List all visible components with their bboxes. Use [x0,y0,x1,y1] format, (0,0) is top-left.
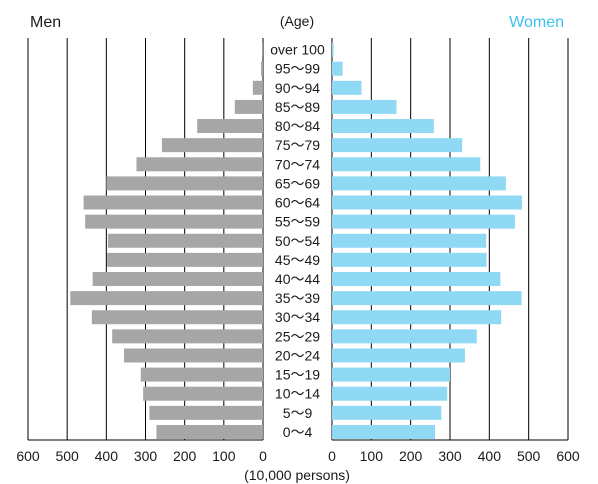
men-bar [261,61,263,76]
women-bar [332,80,362,95]
women-bar [332,386,448,401]
women-bar [332,214,515,229]
age-group-label: 5～9 [283,405,313,421]
age-group-label: 30～34 [275,309,320,325]
men-bar [140,367,263,382]
women-bar [332,157,481,172]
men-tick-label: 400 [95,448,119,464]
women-bar [332,405,442,420]
women-bar [332,176,506,191]
women-bar [332,291,522,306]
men-tick-label: 300 [134,448,158,464]
age-group-label: 35～39 [275,290,320,306]
age-labels: 0～4 5～9 10～14 15～19 20～24 25～29 30～34 35～39 40～4… [270,42,325,440]
men-bar [85,214,263,229]
women-bar [332,42,334,57]
women-legend-label: Women [509,14,564,31]
age-group-label: 90～94 [275,80,320,96]
age-group-label: 10～14 [275,386,320,402]
men-tick-label: 0 [259,448,267,464]
men-tick-label: 600 [16,448,40,464]
age-group-label: 45～49 [275,252,320,268]
women-bar [332,424,436,439]
women-tick-label: 500 [517,448,541,464]
age-group-label: 55～59 [275,214,320,230]
men-bar [161,138,263,153]
women-tick-label: 0 [328,448,336,464]
women-tick-label: 600 [556,448,580,464]
age-group-label: 15～19 [275,367,320,383]
men-bar [107,252,263,267]
tick-labels: 0 0 100 100 200 200 300 300 400 400 500 500 600 600 [16,448,580,464]
bars [70,42,522,439]
women-bar [332,138,463,153]
men-bar [112,329,263,344]
age-group-label: 80～84 [275,118,320,134]
men-bar [156,424,263,439]
men-bar [234,99,263,114]
women-bar [332,119,434,134]
age-group-label: 95～99 [275,61,320,77]
men-legend-label: Men [30,14,61,31]
women-tick-label: 400 [478,448,502,464]
age-group-label: 20～24 [275,347,320,363]
women-bar [332,348,465,363]
women-bar [332,233,487,248]
men-bar [91,310,263,325]
men-bar [143,386,263,401]
men-bar [136,157,263,172]
men-bar [92,272,263,286]
women-bar [332,367,450,382]
men-bar [106,176,263,191]
age-group-label: 65～69 [275,175,320,191]
men-bar [83,195,263,210]
women-tick-label: 200 [399,448,423,464]
women-tick-label: 300 [438,448,462,464]
age-group-label: 85～89 [275,99,320,115]
x-axis-label: (10,000 persons) [244,467,350,483]
age-group-label: 0～4 [283,424,313,440]
age-group-label: 60～64 [275,195,320,211]
men-bar [149,405,263,420]
age-group-label: 50～54 [275,233,320,249]
women-bar [332,61,343,76]
men-bar [123,348,263,363]
men-bar [70,291,263,306]
men-bar [252,80,263,95]
women-bar [332,99,397,114]
women-tick-label: 100 [360,448,384,464]
age-group-label: 25～29 [275,328,320,344]
women-bar [332,310,502,325]
men-bar [107,233,264,248]
women-bar [332,195,522,210]
age-group-label: 75～79 [275,137,320,153]
age-axis-label: (Age) [280,13,314,29]
women-bar [332,252,487,267]
men-bar [197,119,263,134]
age-group-label: over 100 [270,42,325,58]
women-bar [332,329,477,344]
age-group-label: 40～44 [275,271,320,287]
women-bar [332,272,501,286]
men-tick-label: 100 [212,448,236,464]
men-tick-label: 500 [55,448,79,464]
men-tick-label: 200 [173,448,197,464]
age-group-label: 70～74 [275,156,320,172]
